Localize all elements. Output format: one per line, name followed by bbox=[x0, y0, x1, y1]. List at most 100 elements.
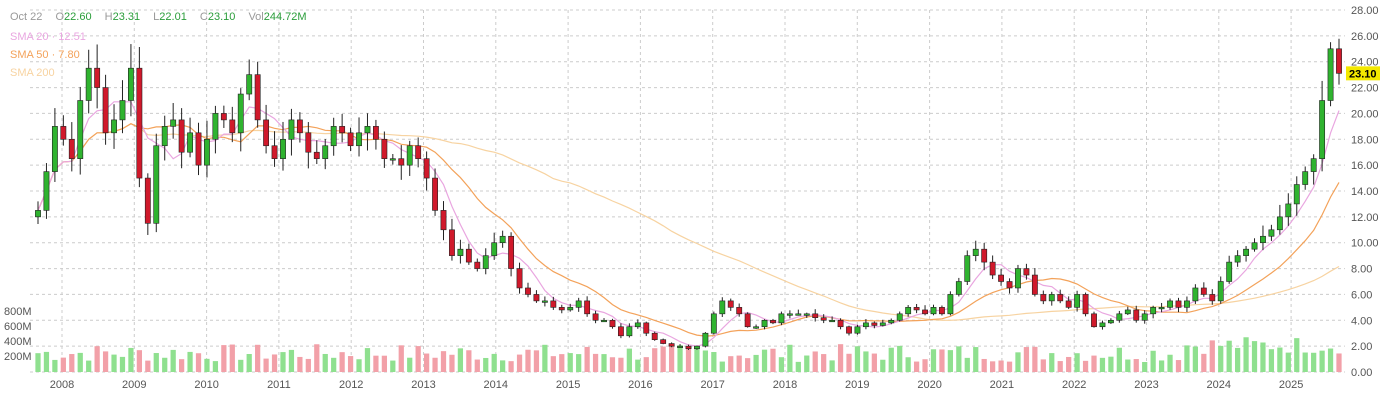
volume-bar bbox=[913, 361, 920, 372]
candle-body bbox=[263, 119, 270, 147]
volume-bar bbox=[711, 352, 717, 372]
candle-body bbox=[744, 313, 751, 328]
volume-bar bbox=[973, 347, 979, 372]
x-tick-label: 2013 bbox=[411, 379, 435, 391]
candle-body bbox=[1319, 100, 1326, 159]
y-tick-label: 8.00 bbox=[1351, 264, 1372, 276]
volume-bar bbox=[778, 357, 785, 372]
volume-bar bbox=[221, 345, 227, 372]
volume-bar bbox=[1133, 359, 1139, 372]
volume-bar bbox=[238, 359, 244, 372]
x-tick-label: 2015 bbox=[556, 379, 580, 391]
volume-bar bbox=[162, 357, 168, 372]
candle-body bbox=[51, 126, 58, 172]
x-tick-label: 2017 bbox=[700, 379, 724, 391]
volume-bar bbox=[728, 356, 734, 372]
volume-bar bbox=[1209, 340, 1215, 372]
candle-body bbox=[1302, 171, 1309, 185]
volume-bar bbox=[1099, 357, 1106, 372]
sma20-legend: SMA 20 · 12.51 bbox=[10, 31, 86, 43]
candle-body bbox=[1124, 309, 1131, 315]
candle-body bbox=[955, 281, 962, 295]
volume-bar bbox=[390, 360, 396, 372]
volume-bar bbox=[373, 355, 379, 372]
candle-body bbox=[195, 132, 202, 166]
candle-body bbox=[922, 309, 928, 315]
low-label: L bbox=[153, 11, 160, 23]
candle-body bbox=[170, 119, 177, 127]
x-tick-label: 2024 bbox=[1207, 379, 1231, 391]
x-tick-label: 2018 bbox=[773, 379, 797, 391]
candle-body bbox=[322, 145, 329, 159]
volume-bar bbox=[508, 361, 514, 372]
candle-body bbox=[803, 313, 810, 316]
volume-bar bbox=[1226, 340, 1232, 372]
candle-body bbox=[753, 326, 760, 329]
volume-bar bbox=[618, 357, 624, 372]
y-tick-label: 14.00 bbox=[1351, 186, 1379, 198]
volume-bar bbox=[170, 349, 176, 372]
candle-body bbox=[525, 287, 531, 295]
volume-bar bbox=[1150, 350, 1156, 372]
last-price-marker bbox=[1346, 66, 1380, 81]
candle-body bbox=[1099, 322, 1106, 328]
candle-body bbox=[770, 319, 776, 324]
volume-bar bbox=[60, 357, 66, 372]
candle-body bbox=[651, 332, 658, 340]
candle-body bbox=[161, 126, 168, 147]
candle-body bbox=[1082, 294, 1089, 315]
candle-body bbox=[1065, 300, 1072, 308]
volume-bar bbox=[1006, 361, 1013, 372]
volume-bar bbox=[339, 352, 345, 372]
volume-bar bbox=[1260, 342, 1266, 372]
candle-body bbox=[491, 242, 498, 256]
volume-bar bbox=[229, 344, 235, 372]
volume-bar bbox=[1235, 347, 1241, 372]
volume-bar bbox=[888, 347, 894, 372]
volume-bar bbox=[930, 349, 937, 372]
candle-body bbox=[871, 322, 878, 326]
candle-body bbox=[1251, 242, 1258, 250]
candle-body bbox=[465, 248, 472, 263]
candle-body bbox=[685, 345, 692, 350]
candle-body bbox=[634, 322, 641, 328]
volume-bar bbox=[719, 361, 725, 372]
volume-bar bbox=[905, 357, 911, 372]
y-tick-label: 6.00 bbox=[1351, 289, 1372, 301]
candle-body bbox=[406, 145, 413, 166]
volume-bar bbox=[871, 353, 877, 372]
candle-body bbox=[1327, 48, 1334, 101]
volume-bar bbox=[432, 357, 438, 372]
candle-body bbox=[837, 319, 844, 328]
volume-bar bbox=[559, 354, 565, 372]
candle-body bbox=[347, 132, 354, 147]
volume-bar bbox=[1057, 361, 1063, 372]
volume-bar bbox=[1319, 350, 1325, 372]
candle-body bbox=[1243, 248, 1249, 256]
volume-bar bbox=[119, 356, 126, 372]
candle-body bbox=[288, 119, 295, 140]
volume-bar bbox=[939, 349, 945, 372]
candle-body bbox=[1226, 261, 1233, 282]
candle-body bbox=[77, 100, 84, 159]
close-label: C bbox=[199, 11, 208, 23]
volume-tick-label: 600M bbox=[4, 321, 32, 333]
candle-body bbox=[1200, 287, 1207, 295]
candle-body bbox=[94, 67, 101, 88]
volume-bar bbox=[1192, 346, 1199, 372]
candle-body bbox=[736, 307, 743, 315]
candle-body bbox=[896, 313, 903, 321]
candle-body bbox=[643, 322, 650, 334]
candle-body bbox=[1217, 281, 1224, 302]
candle-body bbox=[829, 319, 836, 323]
candle-body bbox=[220, 113, 227, 121]
candle-body bbox=[1023, 268, 1030, 276]
volume-bar bbox=[1040, 359, 1046, 372]
candle-body bbox=[778, 313, 785, 324]
candle-body bbox=[846, 326, 852, 334]
volume-bar bbox=[1116, 347, 1122, 372]
volume-bar bbox=[1184, 345, 1190, 372]
candle-body bbox=[1158, 307, 1165, 310]
volume-bar bbox=[964, 357, 970, 372]
